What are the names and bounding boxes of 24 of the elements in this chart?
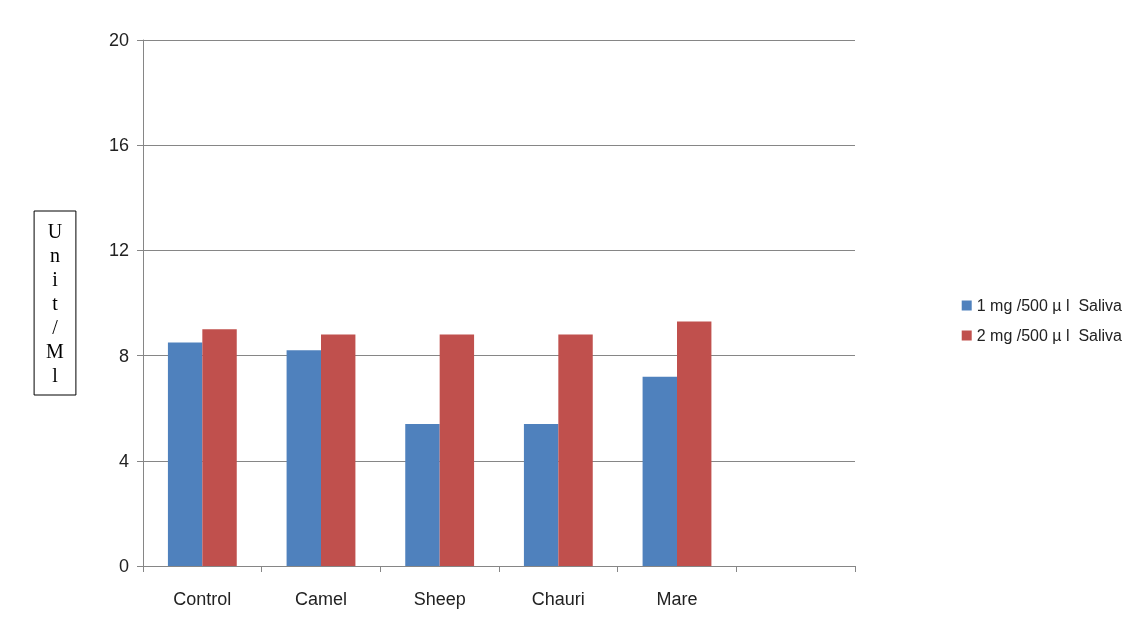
bar [167,342,203,566]
x-tick-label: Camel [294,589,348,609]
x-tick-label: Mare [656,589,698,609]
bar [439,334,475,566]
bar [202,329,237,566]
y-axis-title: Unit/Ml [46,220,65,386]
y-tick-label: 12 [108,240,129,261]
x-tick-label: Sheep [413,589,466,609]
bar [321,334,356,566]
bar [642,376,677,566]
bar [405,423,440,566]
bar [286,350,321,566]
bar [677,321,712,566]
y-tick-label: 20 [108,30,129,50]
legend-label: 2 mg /500 µ l Saliva [976,327,1123,344]
legend-label: 1 mg /500 µ l Saliva [976,297,1123,314]
x-tick-label: Chauri [531,589,585,609]
y-tick-label: 0 [118,556,129,576]
bar [523,423,559,566]
y-tick-label: 16 [108,135,129,156]
y-tick-label: 4 [118,450,129,471]
x-tick-label: Control [173,589,232,609]
bar [558,334,593,566]
y-tick-label: 8 [118,345,129,366]
